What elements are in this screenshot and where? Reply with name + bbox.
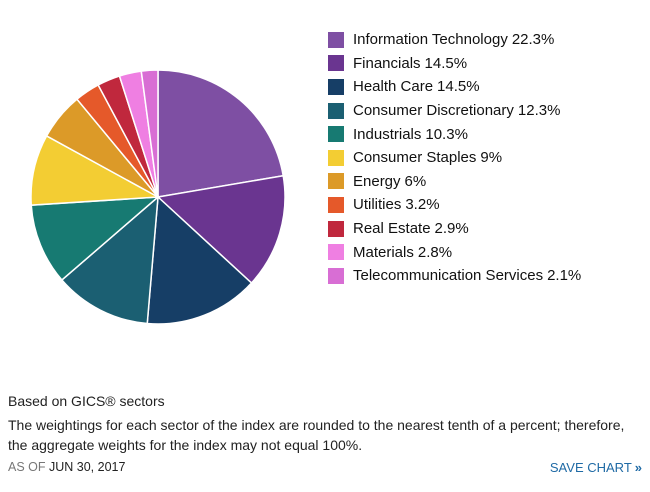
legend-value: 2.1%: [547, 267, 582, 285]
pie-slice-information-technology[interactable]: [157, 69, 285, 198]
legend-label: Telecommunication Services: [353, 267, 544, 285]
legend-label: Consumer Discretionary: [353, 102, 514, 120]
legend-value: 10.3%: [425, 125, 468, 143]
double-chevron-right-icon: »: [634, 460, 642, 475]
legend-label: Materials: [353, 243, 414, 261]
legend-swatch: [328, 55, 344, 72]
rounding-disclaimer: The weightings for each sector of the in…: [8, 417, 625, 453]
legend-value: 6%: [404, 172, 427, 190]
legend-swatch: [328, 31, 344, 48]
as-of-date: AS OF JUN 30, 2017: [8, 460, 125, 474]
legend-label: Industrials: [353, 125, 422, 143]
legend-label: Information Technology: [353, 31, 508, 49]
legend-swatch: [328, 173, 344, 190]
legend-swatch: [328, 244, 344, 261]
legend-item: Industrials 10.3%: [328, 122, 581, 146]
legend-swatch: [328, 220, 344, 237]
legend-value: 22.3%: [511, 31, 555, 49]
legend-swatch: [328, 267, 344, 284]
legend-item: Materials 2.8%: [328, 240, 581, 264]
legend-item: Consumer Discretionary 12.3%: [328, 99, 581, 123]
legend-item: Financials 14.5%: [328, 52, 581, 76]
legend-value: 14.5%: [424, 54, 468, 72]
legend-swatch: [328, 149, 344, 166]
legend-item: Utilities 3.2%: [328, 193, 581, 217]
legend-label: Consumer Staples: [353, 149, 477, 167]
save-chart-label: SAVE CHART: [549, 460, 632, 475]
legend-value: 9%: [480, 149, 503, 167]
legend-item: Real Estate 2.9%: [328, 217, 581, 241]
legend-value: 2.9%: [434, 220, 469, 238]
pie-slice-financials[interactable]: [156, 174, 286, 285]
legend-value: 12.3%: [517, 102, 561, 120]
as-of-value: JUN 30, 2017: [49, 460, 126, 474]
pie-slice-industrials[interactable]: [30, 196, 161, 282]
legend-label: Utilities: [353, 196, 402, 214]
legend-label: Financials: [353, 54, 421, 72]
pie-slice-health-care[interactable]: [146, 195, 253, 325]
chart-legend: Information Technology 22.3% Financials 14.…: [328, 28, 581, 288]
legend-item: Energy 6%: [328, 170, 581, 194]
legend-swatch: [328, 196, 344, 213]
legend-item: Telecommunication Services 2.1%: [328, 264, 581, 288]
pie-slice-consumer-discretionary[interactable]: [60, 195, 159, 325]
sector-pie-chart: [30, 69, 286, 325]
legend-item: Information Technology 22.3%: [328, 28, 581, 52]
legend-label: Energy: [353, 172, 401, 190]
save-chart-link[interactable]: SAVE CHART»: [550, 460, 642, 475]
legend-label: Health Care: [353, 78, 434, 96]
as-of-label: AS OF: [8, 460, 46, 474]
legend-swatch: [328, 126, 344, 143]
gics-note: Based on GICS® sectors: [8, 393, 165, 409]
legend-label: Real Estate: [353, 220, 431, 238]
legend-item: Health Care 14.5%: [328, 75, 581, 99]
legend-item: Consumer Staples 9%: [328, 146, 581, 170]
legend-value: 3.2%: [405, 196, 440, 214]
legend-swatch: [328, 78, 344, 95]
legend-swatch: [328, 102, 344, 119]
legend-value: 14.5%: [437, 78, 480, 96]
pie-slice-telecommunication-services[interactable]: [140, 69, 159, 198]
legend-value: 2.8%: [417, 243, 453, 261]
